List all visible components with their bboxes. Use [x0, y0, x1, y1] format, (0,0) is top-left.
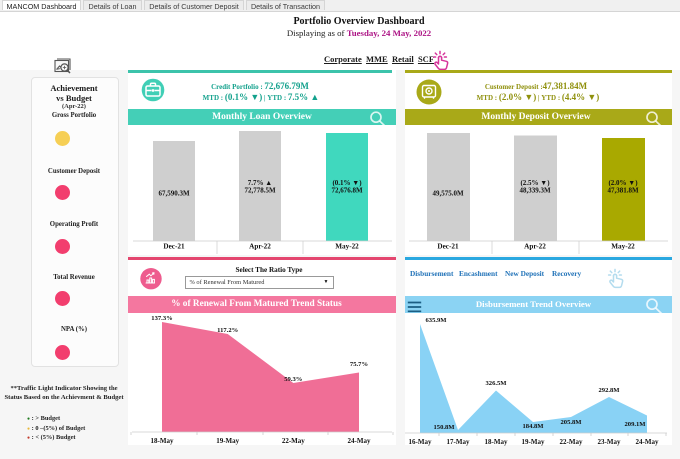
svg-text:23-May: 23-May — [598, 438, 621, 446]
svg-text:184.8M: 184.8M — [522, 423, 544, 430]
svg-text:47,381.8M: 47,381.8M — [607, 187, 639, 195]
svg-text:Dec-21: Dec-21 — [437, 243, 459, 251]
svg-text:17-May: 17-May — [447, 438, 470, 446]
svg-text:117.2%: 117.2% — [217, 327, 238, 334]
svg-text:24-May: 24-May — [348, 437, 371, 445]
svg-text:Dec-21: Dec-21 — [163, 243, 185, 251]
svg-text:72,778.5M: 72,778.5M — [244, 187, 276, 195]
svg-text:18-May: 18-May — [485, 438, 508, 446]
svg-text:59.3%: 59.3% — [284, 376, 302, 383]
svg-text:48,339.3M: 48,339.3M — [519, 187, 551, 195]
svg-text:49,575.0M: 49,575.0M — [432, 189, 464, 197]
svg-text:292.8M: 292.8M — [598, 387, 620, 394]
svg-text:72,676.8M: 72,676.8M — [331, 187, 363, 195]
svg-text:(2.0% ▼): (2.0% ▼) — [608, 179, 638, 187]
svg-text:19-May: 19-May — [216, 437, 239, 445]
svg-text:24-May: 24-May — [636, 438, 659, 446]
svg-text:150.8M: 150.8M — [433, 424, 455, 431]
svg-text:19-May: 19-May — [522, 438, 545, 446]
svg-text:635.9M: 635.9M — [425, 317, 447, 324]
svg-text:205.8M: 205.8M — [560, 419, 582, 426]
svg-text:May-22: May-22 — [335, 243, 359, 251]
svg-text:(2.5% ▼): (2.5% ▼) — [520, 179, 550, 187]
svg-text:(0.1% ▼): (0.1% ▼) — [332, 179, 362, 187]
svg-text:7.7% ▲: 7.7% ▲ — [248, 179, 272, 187]
svg-text:16-May: 16-May — [409, 438, 432, 446]
svg-text:67,590.3M: 67,590.3M — [158, 189, 190, 197]
svg-text:Apr-22: Apr-22 — [249, 243, 271, 251]
svg-text:18-May: 18-May — [151, 437, 174, 445]
svg-text:326.5M: 326.5M — [485, 380, 507, 387]
svg-text:Apr-22: Apr-22 — [524, 243, 546, 251]
svg-text:209.1M: 209.1M — [624, 421, 646, 428]
svg-text:22-May: 22-May — [560, 438, 583, 446]
svg-text:22-May: 22-May — [282, 437, 305, 445]
svg-text:75.7%: 75.7% — [350, 361, 368, 368]
svg-text:May-22: May-22 — [611, 243, 635, 251]
svg-text:137.3%: 137.3% — [151, 315, 172, 322]
